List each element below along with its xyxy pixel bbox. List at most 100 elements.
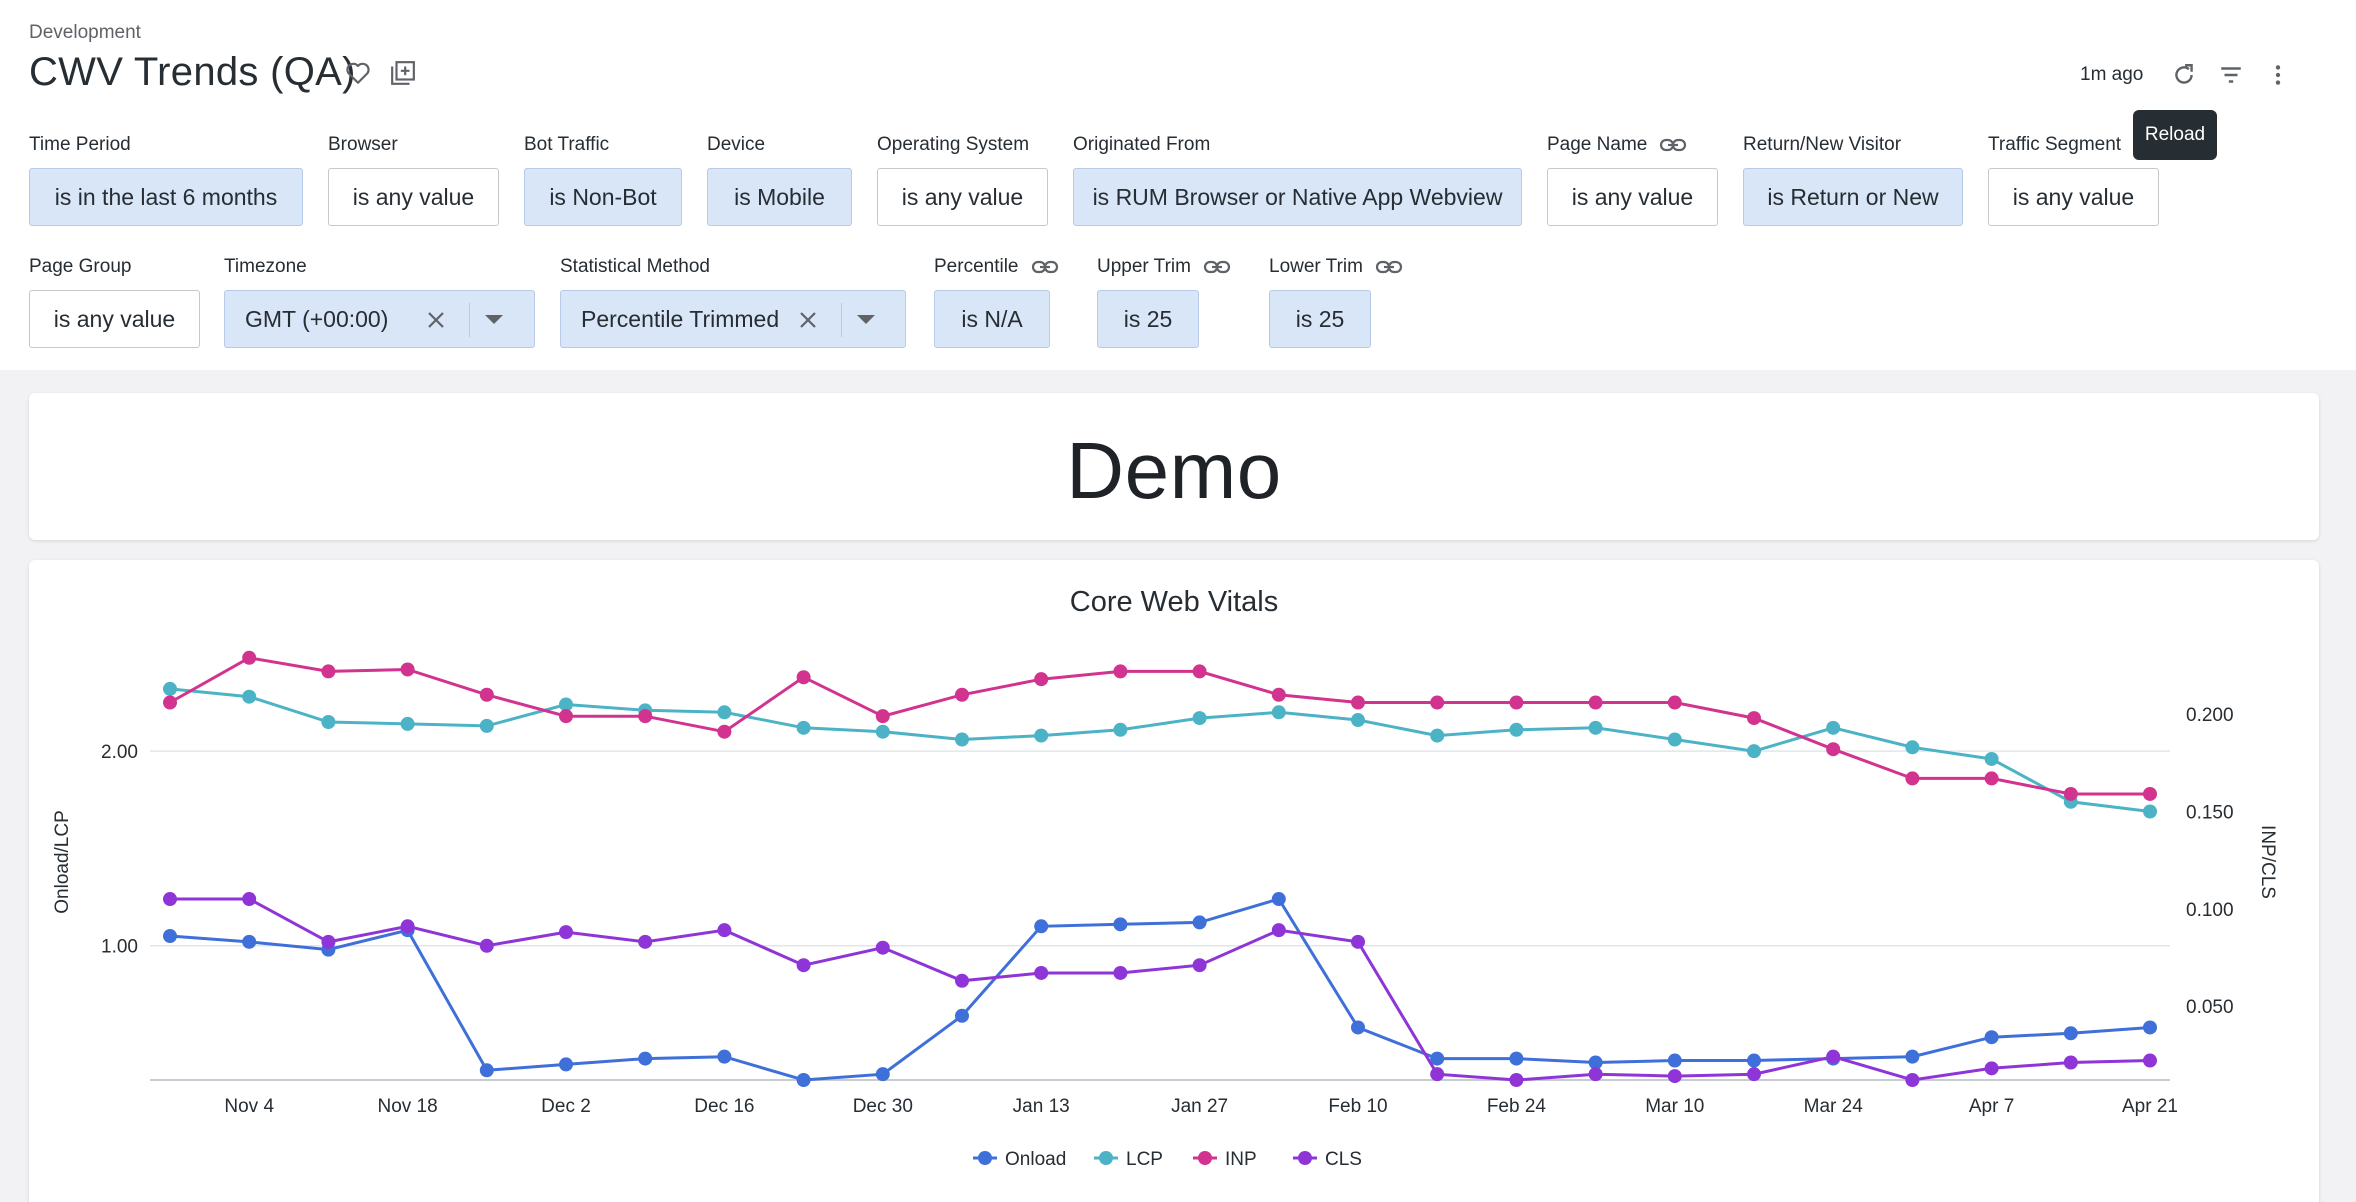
data-point-onload[interactable] xyxy=(163,929,177,944)
data-point-cls[interactable] xyxy=(1747,1067,1761,1082)
data-point-cls[interactable] xyxy=(1588,1067,1603,1082)
filter-browser[interactable]: is any value xyxy=(328,168,499,226)
filter-statistical-method[interactable]: Percentile Trimmed xyxy=(560,290,906,348)
data-point-inp[interactable] xyxy=(400,662,415,677)
data-point-onload[interactable] xyxy=(1034,919,1049,934)
filter-upper-trim[interactable]: is 25 xyxy=(1097,290,1199,348)
link-icon[interactable] xyxy=(1659,137,1687,153)
data-point-lcp[interactable] xyxy=(1905,740,1920,755)
data-point-cls[interactable] xyxy=(2063,1055,2078,1070)
data-point-inp[interactable] xyxy=(796,670,811,685)
data-point-lcp[interactable] xyxy=(1588,720,1603,735)
data-point-cls[interactable] xyxy=(1509,1073,1524,1087)
data-point-cls[interactable] xyxy=(1034,965,1049,980)
data-point-inp[interactable] xyxy=(479,687,494,702)
data-point-onload[interactable] xyxy=(2143,1020,2157,1035)
reload-icon[interactable] xyxy=(2167,58,2201,92)
link-icon[interactable] xyxy=(1375,259,1403,275)
data-point-inp[interactable] xyxy=(1034,672,1049,687)
caret-down-icon[interactable] xyxy=(485,315,503,324)
data-point-cls[interactable] xyxy=(1430,1067,1445,1082)
data-point-cls[interactable] xyxy=(1667,1069,1682,1084)
data-point-lcp[interactable] xyxy=(1192,711,1207,726)
add-to-board-icon[interactable] xyxy=(388,58,418,88)
data-point-inp[interactable] xyxy=(163,695,177,710)
data-point-lcp[interactable] xyxy=(1113,722,1128,737)
data-point-onload[interactable] xyxy=(1984,1030,1999,1045)
data-point-lcp[interactable] xyxy=(955,732,969,747)
filter-return-new-visitor[interactable]: is Return or New xyxy=(1743,168,1963,226)
data-point-lcp[interactable] xyxy=(400,716,415,731)
data-point-inp[interactable] xyxy=(1271,687,1286,702)
data-point-inp[interactable] xyxy=(875,709,890,724)
data-point-inp[interactable] xyxy=(321,664,336,679)
data-point-inp[interactable] xyxy=(1351,695,1365,710)
data-point-cls[interactable] xyxy=(1826,1049,1841,1064)
data-point-inp[interactable] xyxy=(1509,695,1524,710)
data-point-onload[interactable] xyxy=(1113,917,1128,932)
data-point-inp[interactable] xyxy=(1667,695,1682,710)
data-point-cls[interactable] xyxy=(1192,958,1207,973)
filter-bot-traffic[interactable]: is Non-Bot xyxy=(524,168,682,226)
data-point-inp[interactable] xyxy=(1588,695,1603,710)
data-point-cls[interactable] xyxy=(400,919,415,934)
data-point-lcp[interactable] xyxy=(1351,713,1365,728)
data-point-cls[interactable] xyxy=(796,958,811,973)
data-point-cls[interactable] xyxy=(1984,1061,1999,1076)
data-point-lcp[interactable] xyxy=(717,705,732,720)
filter-time-period[interactable]: is in the last 6 months xyxy=(29,168,303,226)
filter-originated-from[interactable]: is RUM Browser or Native App Webview xyxy=(1073,168,1522,226)
data-point-onload[interactable] xyxy=(1192,915,1207,930)
data-point-lcp[interactable] xyxy=(559,697,573,712)
data-point-cls[interactable] xyxy=(717,923,732,938)
filter-traffic-segment[interactable]: is any value xyxy=(1988,168,2159,226)
data-point-cls[interactable] xyxy=(1351,934,1365,949)
data-point-onload[interactable] xyxy=(1667,1053,1682,1068)
data-point-lcp[interactable] xyxy=(1271,705,1286,720)
data-point-inp[interactable] xyxy=(242,650,257,665)
data-point-lcp[interactable] xyxy=(1034,728,1049,743)
data-point-cls[interactable] xyxy=(1271,923,1286,938)
data-point-onload[interactable] xyxy=(1747,1053,1761,1068)
data-point-inp[interactable] xyxy=(1113,664,1128,679)
data-point-onload[interactable] xyxy=(559,1057,573,1072)
data-point-lcp[interactable] xyxy=(1984,751,1999,766)
data-point-inp[interactable] xyxy=(1430,695,1445,710)
data-point-cls[interactable] xyxy=(321,934,336,949)
data-point-inp[interactable] xyxy=(638,709,653,724)
data-point-cls[interactable] xyxy=(479,938,494,953)
filter-device[interactable]: is Mobile xyxy=(707,168,852,226)
data-point-cls[interactable] xyxy=(2143,1053,2157,1068)
filter-lower-trim[interactable]: is 25 xyxy=(1269,290,1371,348)
data-point-lcp[interactable] xyxy=(875,724,890,739)
data-point-lcp[interactable] xyxy=(479,718,494,733)
data-point-onload[interactable] xyxy=(875,1067,890,1082)
data-point-lcp[interactable] xyxy=(1826,720,1841,735)
link-icon[interactable] xyxy=(1031,259,1059,275)
data-point-onload[interactable] xyxy=(717,1049,732,1064)
data-point-cls[interactable] xyxy=(559,925,573,940)
data-point-lcp[interactable] xyxy=(242,689,257,704)
data-point-cls[interactable] xyxy=(955,973,969,988)
data-point-onload[interactable] xyxy=(1430,1051,1445,1066)
data-point-onload[interactable] xyxy=(1905,1049,1920,1064)
data-point-lcp[interactable] xyxy=(796,720,811,735)
data-point-onload[interactable] xyxy=(1588,1055,1603,1070)
caret-down-icon[interactable] xyxy=(857,315,875,324)
data-point-inp[interactable] xyxy=(717,724,732,739)
filter-page-group[interactable]: is any value xyxy=(29,290,200,348)
filter-percentile[interactable]: is N/A xyxy=(934,290,1050,348)
data-point-cls[interactable] xyxy=(875,940,890,955)
link-icon[interactable] xyxy=(1203,259,1231,275)
data-point-lcp[interactable] xyxy=(1509,722,1524,737)
data-point-onload[interactable] xyxy=(1351,1020,1365,1035)
data-point-cls[interactable] xyxy=(163,892,177,907)
data-point-onload[interactable] xyxy=(1271,892,1286,907)
data-point-lcp[interactable] xyxy=(1667,732,1682,747)
data-point-inp[interactable] xyxy=(1984,771,1999,786)
data-point-onload[interactable] xyxy=(479,1063,494,1078)
filter-timezone[interactable]: GMT (+00:00) xyxy=(224,290,535,348)
filter-page-name[interactable]: is any value xyxy=(1547,168,1718,226)
breadcrumb[interactable]: Development xyxy=(29,22,141,43)
more-vert-icon[interactable] xyxy=(2261,58,2295,92)
